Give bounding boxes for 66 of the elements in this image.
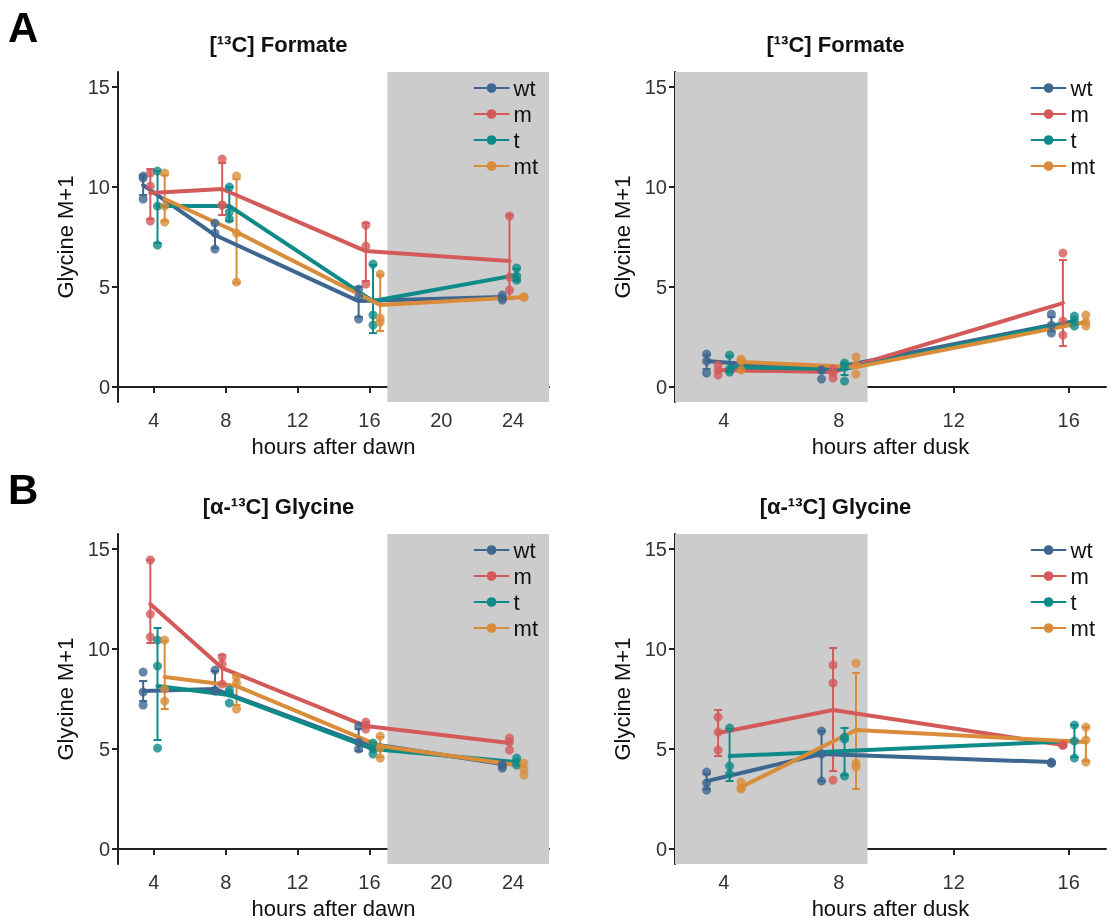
y-tick-label: 5 xyxy=(655,738,667,761)
legend-label: wt xyxy=(512,537,536,563)
x-tick-label: 12 xyxy=(286,871,309,894)
y-tick-label: 15 xyxy=(87,76,110,98)
y-tick-label: 10 xyxy=(87,176,110,199)
chart-title: [¹³C] Formate xyxy=(209,31,348,57)
y-tick-label: 15 xyxy=(644,538,667,560)
x-tick-label: 4 xyxy=(718,871,730,894)
x-tick-label: 8 xyxy=(220,409,232,432)
text: B xyxy=(8,465,39,513)
y-axis-title: Glycine M+1 xyxy=(53,175,79,299)
x-tick-label: 12 xyxy=(286,409,309,432)
y-tick-label: 10 xyxy=(644,638,667,661)
text: A xyxy=(8,3,39,51)
x-tick-label: 16 xyxy=(1057,409,1080,432)
x-axis-title: hours after dusk xyxy=(811,895,971,921)
y-tick-label: 15 xyxy=(87,538,110,560)
legend-label: m xyxy=(1070,563,1089,589)
legend-label: m xyxy=(513,563,532,589)
legend-label: wt xyxy=(1069,537,1093,563)
x-axis-title: hours after dawn xyxy=(251,433,416,459)
legend-label: mt xyxy=(1070,153,1096,179)
x-tick-label: 8 xyxy=(833,871,845,894)
x-tick-label: 4 xyxy=(718,409,730,432)
x-tick-label: 24 xyxy=(501,871,525,894)
legend-label: wt xyxy=(1069,75,1093,101)
y-tick-label: 0 xyxy=(98,838,110,861)
chart-title: [α-¹³C] Glycine xyxy=(202,493,355,519)
x-tick-label: 4 xyxy=(148,409,160,432)
y-axis-title: Glycine M+1 xyxy=(610,637,636,761)
x-tick-label: 20 xyxy=(430,871,453,894)
x-tick-label: 16 xyxy=(358,871,381,894)
x-tick-label: 12 xyxy=(942,409,965,432)
y-axis-title: Glycine M+1 xyxy=(53,637,79,761)
y-tick-label: 0 xyxy=(98,376,110,399)
y-tick-label: 5 xyxy=(98,738,110,761)
x-axis-title: hours after dawn xyxy=(251,895,416,921)
legend-label: mt xyxy=(513,153,539,179)
y-tick-label: 15 xyxy=(644,76,667,98)
x-tick-label: 20 xyxy=(430,409,453,432)
legend-label: m xyxy=(513,101,532,127)
legend-label: t xyxy=(1070,589,1077,615)
x-axis-title: hours after dusk xyxy=(811,433,971,459)
y-tick-label: 5 xyxy=(655,276,667,299)
x-tick-label: 16 xyxy=(1057,871,1080,894)
x-tick-label: 8 xyxy=(833,409,845,432)
legend-label: t xyxy=(1070,127,1077,153)
y-tick-label: 10 xyxy=(87,638,110,661)
x-tick-label: 8 xyxy=(220,871,232,894)
chart-title: [¹³C] Formate xyxy=(766,31,905,57)
y-tick-label: 10 xyxy=(644,176,667,199)
x-tick-label: 24 xyxy=(501,409,525,432)
x-tick-label: 16 xyxy=(358,409,381,432)
y-tick-label: 5 xyxy=(98,276,110,299)
legend-label: t xyxy=(513,589,520,615)
x-tick-label: 12 xyxy=(942,871,965,894)
y-axis-title: Glycine M+1 xyxy=(610,175,636,299)
y-tick-label: 0 xyxy=(655,376,667,399)
legend-label: wt xyxy=(512,75,536,101)
legend-label: t xyxy=(513,127,520,153)
legend-label: mt xyxy=(1070,615,1096,641)
x-tick-label: 4 xyxy=(148,871,160,894)
y-tick-label: 0 xyxy=(655,838,667,861)
legend-label: mt xyxy=(513,615,539,641)
chart-title: [α-¹³C] Glycine xyxy=(759,493,912,519)
legend-label: m xyxy=(1070,101,1089,127)
